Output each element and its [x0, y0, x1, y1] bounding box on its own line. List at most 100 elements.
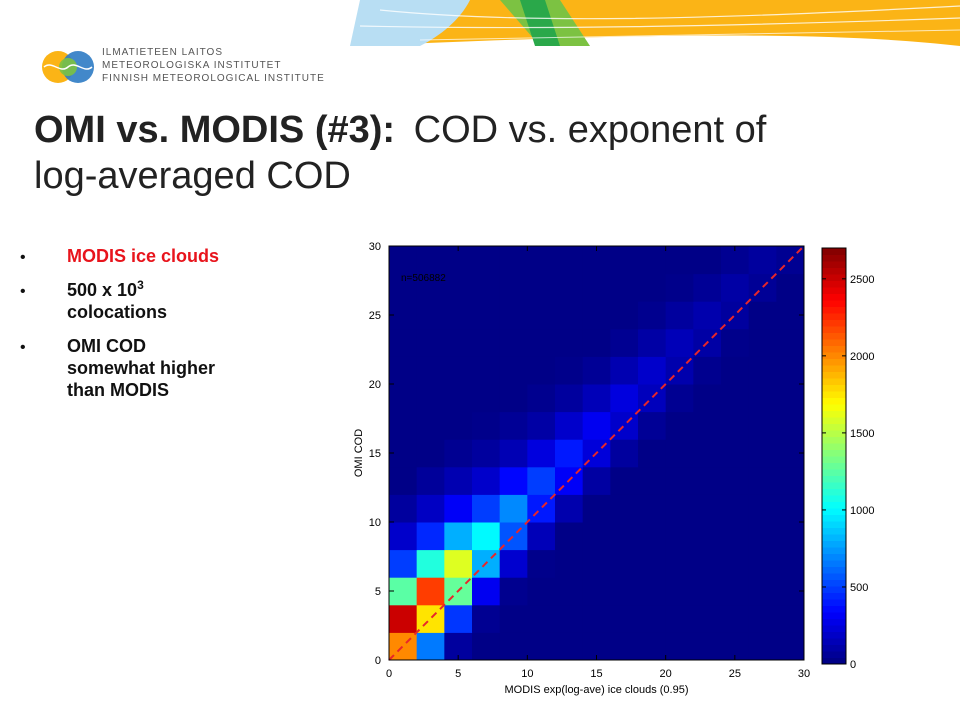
heatmap-cell	[527, 273, 556, 302]
heatmap-cell	[472, 494, 501, 523]
heatmap-cell	[499, 246, 528, 275]
heatmap-cell	[693, 246, 722, 275]
colorbar-segment	[822, 280, 846, 288]
bullet-text: MODIS ice clouds	[67, 246, 219, 266]
heatmap-cell	[555, 604, 584, 633]
colorbar-segment	[822, 579, 846, 587]
heatmap-cell	[693, 604, 722, 633]
heatmap-cell	[582, 273, 611, 302]
heatmap-cell	[665, 494, 694, 523]
heatmap-cell	[693, 301, 722, 330]
bullet-text: somewhat higher	[67, 358, 215, 378]
heatmap-cell	[748, 411, 777, 440]
heatmap-cell	[721, 604, 750, 633]
heatmap-cell	[721, 494, 750, 523]
heatmap-cell	[582, 356, 611, 385]
header-decoration	[350, 0, 960, 46]
heatmap-cell	[721, 384, 750, 413]
colorbar-segment	[822, 313, 846, 320]
y-tick-label: 0	[375, 655, 381, 667]
colorbar-segment	[822, 443, 846, 450]
heatmap-cell	[693, 494, 722, 523]
colorbar-segment	[822, 475, 846, 483]
heatmap-cell	[472, 273, 501, 302]
colorbar-segment	[822, 638, 846, 645]
heatmap-cell	[693, 384, 722, 413]
x-tick-label: 15	[590, 668, 602, 680]
annotation: n=506882	[401, 273, 446, 284]
colorbar-segment	[822, 300, 846, 307]
heatmap-cell	[638, 328, 667, 357]
heatmap-cell	[472, 466, 501, 495]
heatmap-cell	[389, 246, 418, 275]
heatmap-cell	[389, 411, 418, 440]
heatmap-cell	[555, 439, 584, 468]
colorbar-segment	[822, 378, 846, 385]
y-tick-label: 25	[369, 310, 381, 322]
heatmap-cell	[693, 632, 722, 661]
heatmap-cell	[776, 632, 805, 661]
heatmap-cell	[721, 328, 750, 357]
colorbar-segment	[822, 612, 846, 619]
heatmap-cell	[665, 246, 694, 275]
heatmap-cell	[499, 301, 528, 330]
heatmap-cell	[416, 522, 445, 551]
heatmap-cell	[527, 328, 556, 357]
heatmap-cell	[499, 328, 528, 357]
heatmap-cell	[748, 549, 777, 578]
heatmap-cell	[748, 356, 777, 385]
heatmap-cell	[444, 466, 473, 495]
superscript: 3	[137, 278, 144, 292]
heatmap-cell	[748, 494, 777, 523]
logo	[42, 51, 94, 83]
colorbar-segment	[822, 365, 846, 372]
colorbar-segment	[822, 352, 846, 359]
colorbar-segment	[822, 326, 846, 333]
heatmap-cell	[444, 549, 473, 578]
heatmap-cell	[472, 301, 501, 330]
colorbar-segment	[822, 254, 846, 262]
heatmap-cell	[499, 384, 528, 413]
y-tick-label: 20	[369, 379, 381, 391]
heatmap-cell	[499, 356, 528, 385]
heatmap-cell	[389, 273, 418, 302]
heatmap-cell	[527, 632, 556, 661]
x-axis-label: MODIS exp(log-ave) ice clouds (0.95)	[504, 684, 688, 696]
heatmap-cell	[748, 328, 777, 357]
heatmap-cell	[416, 549, 445, 578]
heatmap-cell	[416, 384, 445, 413]
heatmap-cell	[610, 328, 639, 357]
heatmap-cell	[389, 494, 418, 523]
heatmap-cell	[776, 466, 805, 495]
bullet-dot: •	[20, 339, 26, 356]
heatmap-cell	[693, 273, 722, 302]
heatmap-cell	[582, 328, 611, 357]
heatmap-cell	[693, 439, 722, 468]
heatmap-cell	[693, 522, 722, 551]
heatmap-cell	[527, 466, 556, 495]
y-tick-label: 15	[369, 448, 381, 460]
heatmap-cell	[527, 549, 556, 578]
heatmap-cell	[776, 494, 805, 523]
heatmap-cell	[555, 356, 584, 385]
heatmap-cell	[582, 522, 611, 551]
heatmap-cell	[444, 522, 473, 551]
heatmap-cell	[389, 384, 418, 413]
heatmap-cell	[638, 632, 667, 661]
colorbar-segment	[822, 430, 846, 437]
heatmap-cell	[638, 549, 667, 578]
heatmap-cell	[721, 301, 750, 330]
heatmap-cell	[665, 439, 694, 468]
bullet-text: OMI COD	[67, 336, 146, 356]
colorbar-tick-label: 0	[850, 659, 856, 671]
heatmap-cell	[638, 577, 667, 606]
heatmap-cell	[748, 632, 777, 661]
heatmap-cell	[776, 411, 805, 440]
heatmap-cell	[472, 522, 501, 551]
title: OMI vs. MODIS (#3): COD vs. exponent of	[34, 109, 767, 151]
title-line: COD vs. exponent of	[414, 109, 767, 151]
heatmap-cell	[555, 246, 584, 275]
heatmap-cell	[610, 384, 639, 413]
heatmap-cell	[555, 494, 584, 523]
colorbar-tick-label: 1500	[850, 428, 874, 440]
